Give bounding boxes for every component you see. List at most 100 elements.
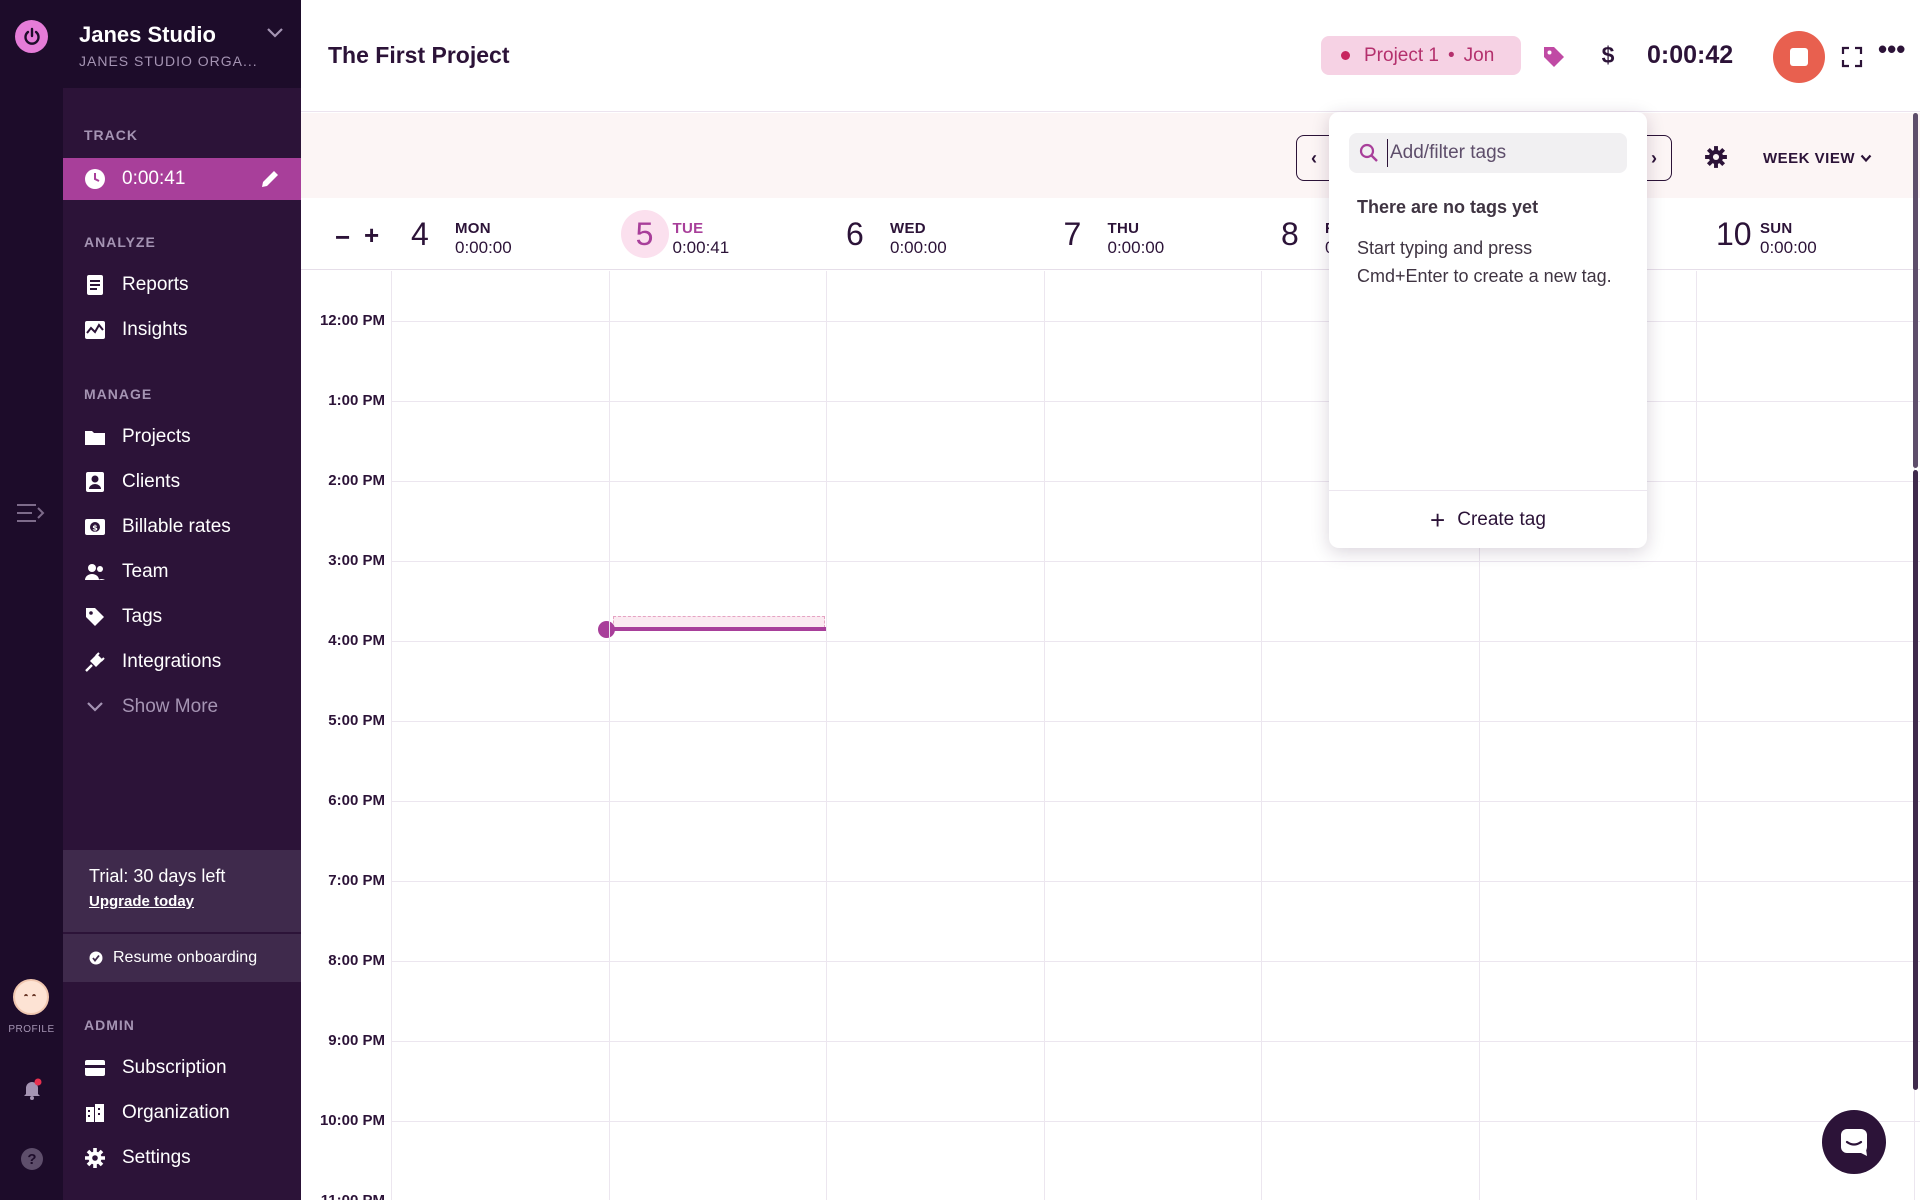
sidebar-item-organization[interactable]: Organization — [63, 1093, 301, 1133]
day-number: 5 — [620, 210, 669, 258]
hour-label: 3:00 PM — [328, 552, 385, 569]
billable-toggle-button[interactable]: $ — [1601, 42, 1615, 68]
workspace-name: Janes Studio — [79, 22, 216, 47]
hour-label: 6:00 PM — [328, 792, 385, 809]
day-name: TUE — [672, 220, 704, 237]
hour-label: 5:00 PM — [328, 712, 385, 729]
sidebar-item-settings[interactable]: Settings — [63, 1138, 301, 1178]
next-week-button[interactable]: › — [1651, 148, 1657, 168]
sidebar-item-label: Tags — [122, 606, 163, 627]
chat-button[interactable] — [1822, 1110, 1886, 1174]
sidebar-item-label: Subscription — [122, 1057, 227, 1078]
day-column-header[interactable]: 4 MON 0:00:00 — [391, 198, 608, 270]
week-view-dropdown[interactable]: WEEK VIEW — [1763, 150, 1872, 167]
sidebar-item-show-more[interactable]: Show More — [63, 687, 301, 727]
day-divider — [1696, 271, 1697, 1200]
sidebar-item-label: Show More — [122, 696, 219, 717]
running-timer: 0:00:42 — [1647, 41, 1734, 69]
trial-banner: Trial: 30 days left Upgrade today — [63, 850, 301, 932]
client-icon — [84, 471, 106, 493]
calendar-grid[interactable]: 12:00 PM 1:00 PM 2:00 PM 3:00 PM 4:00 PM 5:00… — [301, 271, 1920, 1200]
sidebar-item-clients[interactable]: Clients — [63, 462, 301, 502]
sidebar-item-label: Organization — [122, 1102, 230, 1123]
power-icon[interactable] — [15, 20, 48, 53]
tag-search-input[interactable] — [1387, 139, 1617, 167]
sidebar-item-label: Projects — [122, 426, 191, 447]
bell-icon[interactable] — [20, 1077, 44, 1101]
day-column-header[interactable]: 10 SUN 0:00:00 — [1696, 198, 1913, 270]
day-total: 0:00:00 — [1760, 238, 1817, 257]
hour-label: 12:00 PM — [319, 312, 385, 329]
hour-label: 2:00 PM — [328, 472, 385, 489]
team-icon — [84, 561, 106, 583]
day-divider — [608, 271, 610, 1200]
calendar-settings-icon[interactable] — [1704, 145, 1728, 169]
sidebar-item-billable-rates[interactable]: $ Billable rates — [63, 507, 301, 547]
fullscreen-icon[interactable] — [1841, 46, 1863, 68]
hour-line — [391, 321, 1920, 322]
calendar-toolbar: ‹ › WEEK VIEW — [301, 113, 1920, 198]
running-entry-dot[interactable] — [598, 621, 615, 638]
upgrade-link[interactable]: Upgrade today — [89, 893, 195, 910]
day-name: THU — [1107, 220, 1140, 237]
trial-text: Trial: 30 days left — [89, 866, 226, 886]
zoom-out-button[interactable]: − — [335, 222, 351, 252]
sidebar-item-label: Settings — [122, 1147, 191, 1168]
insights-icon — [84, 319, 106, 341]
sidebar-item-insights[interactable]: Insights — [63, 310, 301, 350]
sidebar-item-tags[interactable]: Tags — [63, 597, 301, 637]
sidebar-item-label: Integrations — [122, 651, 222, 672]
empty-text: Start typing and press Cmd+Enter to crea… — [1357, 238, 1612, 286]
hour-label: 4:00 PM — [328, 632, 385, 649]
project-color-dot — [1341, 51, 1350, 60]
day-column-header[interactable]: 7 THU 0:00:00 — [1044, 198, 1261, 270]
week-view-label: WEEK VIEW — [1763, 150, 1856, 167]
day-number: 4 — [411, 216, 429, 252]
more-options-button[interactable]: ••• — [1878, 34, 1906, 64]
avatar[interactable] — [13, 979, 49, 1015]
chevron-down-icon[interactable] — [266, 26, 284, 38]
scrollbar-thumb[interactable] — [1913, 113, 1918, 468]
sidebar-item-subscription[interactable]: Subscription — [63, 1048, 301, 1088]
section-manage: MANAGE — [84, 386, 153, 402]
resume-onboarding-label: Resume onboarding — [113, 949, 258, 966]
reports-icon — [84, 274, 106, 296]
section-track: TRACK — [84, 127, 138, 143]
sidebar-item-timer[interactable]: 0:00:41 — [63, 158, 301, 200]
resume-onboarding-button[interactable]: Resume onboarding — [63, 934, 301, 982]
create-tag-button[interactable]: + Create tag — [1329, 490, 1647, 548]
profile-label: PROFILE — [8, 1024, 55, 1035]
day-column-header[interactable]: 5 TUE 0:00:41 — [609, 198, 826, 270]
page-title: The First Project — [328, 42, 510, 68]
day-divider — [391, 271, 392, 1200]
scrollbar-track[interactable] — [1913, 470, 1918, 1090]
hour-label: 10:00 PM — [319, 1112, 385, 1129]
sidebar-item-reports[interactable]: Reports — [63, 265, 301, 305]
project-selector[interactable]: Project 1 • Jon — [1321, 36, 1521, 75]
app-rail: PROFILE ? — [0, 0, 63, 1200]
sidebar-item-label: Reports — [122, 274, 189, 295]
sidebar-item-integrations[interactable]: Integrations — [63, 642, 301, 682]
workspace-switcher[interactable]: Janes Studio JANES STUDIO ORGA... — [63, 0, 301, 88]
expand-sidebar-icon[interactable] — [16, 502, 46, 524]
gear-icon — [84, 1147, 106, 1169]
hour-line — [391, 881, 1920, 882]
stop-timer-button[interactable] — [1773, 31, 1825, 83]
day-total: 0:00:00 — [455, 238, 512, 257]
hour-label: 7:00 PM — [328, 872, 385, 889]
tag-icon — [84, 606, 106, 628]
hour-line — [391, 401, 1920, 402]
day-column-header[interactable]: 6 WED 0:00:00 — [826, 198, 1043, 270]
prev-week-button[interactable]: ‹ — [1311, 148, 1317, 168]
search-icon — [1359, 143, 1379, 163]
help-icon[interactable]: ? — [21, 1148, 43, 1170]
folder-icon — [84, 426, 106, 448]
tag-icon[interactable] — [1541, 44, 1567, 70]
empty-title: There are no tags yet — [1357, 197, 1539, 217]
hour-label: 9:00 PM — [328, 1032, 385, 1049]
pencil-icon[interactable] — [259, 168, 281, 190]
sidebar-item-projects[interactable]: Projects — [63, 417, 301, 457]
zoom-in-button[interactable]: + — [364, 220, 380, 250]
client-name: Jon — [1463, 44, 1495, 66]
sidebar-item-team[interactable]: Team — [63, 552, 301, 592]
